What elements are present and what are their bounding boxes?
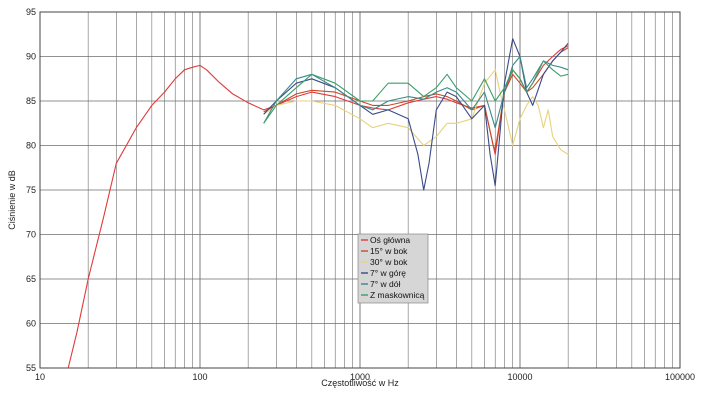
x-tick-label: 10: [35, 372, 45, 382]
y-tick-label: 70: [26, 230, 36, 240]
series-layer: [67, 38, 569, 369]
series-line-1: [263, 47, 569, 151]
legend-entry-os-glowna: Oś główna: [361, 235, 410, 245]
x-tick-label: 10000: [507, 372, 532, 382]
y-tick-label: 80: [26, 141, 36, 151]
legend-label: Oś główna: [370, 235, 410, 245]
y-tick-label: 95: [26, 7, 36, 17]
legend-entry-z-maskownica: Z maskownicą: [361, 290, 425, 300]
x-tick-label: 100: [192, 372, 207, 382]
legend-label: 30° w bok: [370, 257, 408, 267]
legend-label: Z maskownicą: [370, 290, 425, 300]
y-tick-labels: 55 60 65 70 75 80 85 90 95: [26, 7, 36, 373]
y-tick-label: 55: [26, 363, 36, 373]
x-tick-label: 1000: [350, 372, 370, 382]
legend-entry-15-w-bok: 15° w bok: [361, 246, 408, 256]
y-tick-label: 65: [26, 274, 36, 284]
y-axis-label: Ciśnienie w dB: [7, 170, 17, 230]
legend: Oś główna 15° w bok 30° w bok 7° w górę …: [357, 233, 429, 304]
legend-entry-7-w-gore: 7° w górę: [361, 268, 406, 278]
legend-label: 7° w dół: [370, 279, 400, 289]
y-tick-label: 75: [26, 185, 36, 195]
grid: [39, 11, 681, 369]
plot-border: [39, 11, 681, 369]
legend-entry-30-w-bok: 30° w bok: [361, 257, 408, 267]
legend-entry-7-w-dol: 7° w dół: [361, 279, 400, 289]
y-tick-label: 90: [26, 52, 36, 62]
y-tick-label: 60: [26, 319, 36, 329]
legend-box: [357, 233, 429, 304]
legend-label: 7° w górę: [370, 268, 406, 278]
x-tick-labels: 10 100 1000 10000 100000: [35, 372, 695, 382]
y-tick-label: 85: [26, 96, 36, 106]
series-line-5: [263, 60, 569, 124]
x-axis-label: Częstotliwość w Hz: [321, 378, 399, 388]
x-tick-label: 100000: [665, 372, 695, 382]
series-line-4: [263, 55, 569, 129]
legend-label: 15° w bok: [370, 246, 408, 256]
